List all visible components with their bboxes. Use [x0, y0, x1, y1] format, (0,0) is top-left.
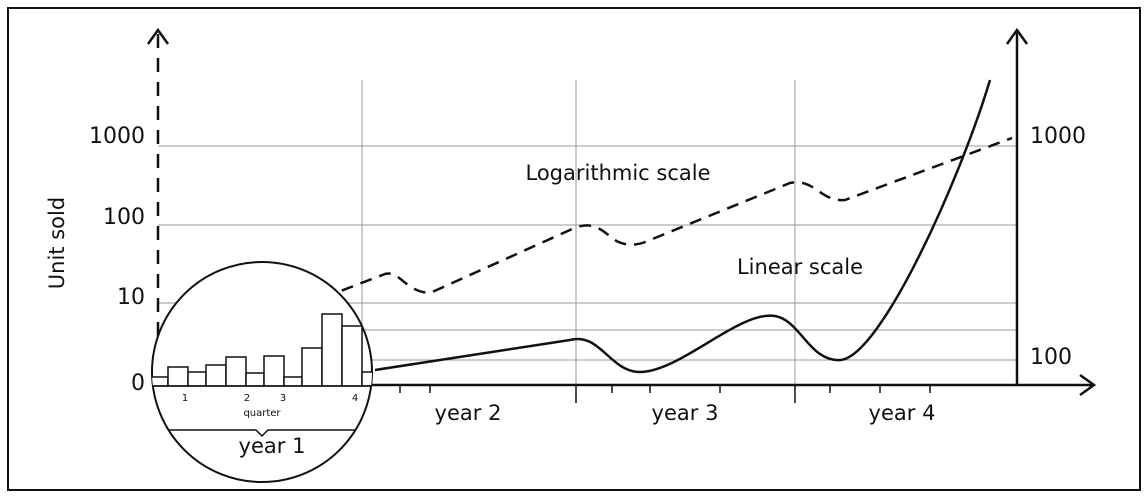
curve-label: Linear scale — [737, 255, 863, 279]
right-tick: 100 — [1030, 345, 1072, 370]
labels: Unit sold 1000 100 10 0 1000 100 Logarit… — [45, 124, 1086, 458]
left-tick: 10 — [117, 285, 145, 310]
quarter-tick: 3 — [280, 393, 286, 404]
right-tick: 1000 — [1030, 124, 1086, 149]
log-curve — [154, 136, 1013, 364]
left-tick: 0 — [131, 371, 145, 396]
curve-label: Logarithmic scale — [525, 161, 710, 185]
year-label: year 3 — [652, 401, 719, 425]
quarter-tick: 1 — [182, 393, 188, 404]
inset — [151, 261, 373, 483]
left-tick: 100 — [103, 205, 145, 230]
quarter-tick: 4 — [352, 393, 358, 404]
linear-curve — [374, 79, 992, 374]
quarter-tick: 2 — [244, 393, 250, 404]
quarter-label: quarter — [243, 408, 281, 419]
left-tick: 1000 — [89, 124, 145, 149]
axis-title: Unit sold — [45, 197, 69, 289]
year-label: year 4 — [869, 401, 936, 425]
year-label: year 2 — [435, 401, 502, 425]
year-label: year 1 — [239, 434, 306, 458]
